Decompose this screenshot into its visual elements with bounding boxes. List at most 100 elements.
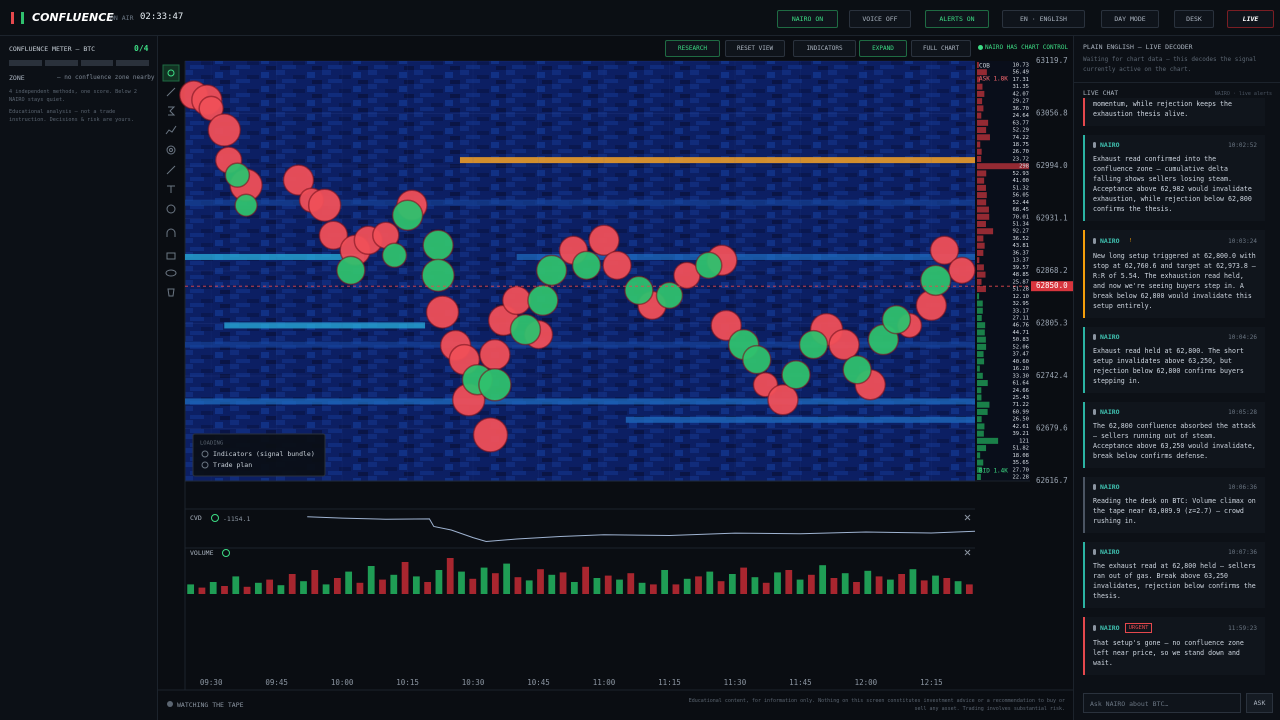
book-bar: [977, 336, 986, 343]
y-tick-label: 62679.6: [1036, 423, 1068, 432]
book-bar: [977, 430, 984, 437]
volume-bar: [254, 582, 262, 594]
book-size: 10.73: [1012, 63, 1029, 69]
book-title: COB: [979, 63, 990, 70]
book-size: 26.70: [1012, 149, 1029, 155]
trade-bubble: [509, 313, 542, 346]
book-bar: [977, 408, 988, 415]
book-bar: [977, 380, 988, 387]
book-size: 13.37: [1012, 258, 1029, 264]
volume-bar: [898, 574, 906, 594]
header-button[interactable]: VOICE OFF: [849, 10, 911, 28]
book-size: 298: [1019, 164, 1029, 170]
volume-bar: [356, 582, 364, 594]
message-text: Reading the desk on BTC: Volume climax o…: [1093, 497, 1256, 525]
header-button[interactable]: DAY MODE: [1101, 10, 1159, 28]
volume-bar: [412, 576, 420, 594]
header-button[interactable]: NAIRO ON: [777, 10, 838, 28]
book-bar: [977, 459, 984, 466]
book-size: 50.83: [1012, 337, 1029, 343]
toolbar-button[interactable]: FULL CHART: [911, 40, 971, 57]
book-size: 48.85: [1012, 272, 1029, 278]
on-air: ON AIR: [110, 14, 134, 22]
toolbar-button[interactable]: INDICATORS: [793, 40, 856, 57]
trade-bubble: [527, 284, 559, 317]
header-button[interactable]: ALERTS ON: [925, 10, 989, 28]
volume-bar: [909, 569, 917, 594]
book-bar: [977, 177, 985, 184]
chat-input[interactable]: Ask NAIRO about BTC…: [1083, 693, 1241, 713]
trade-bubble: [478, 367, 512, 402]
book-size: 42.07: [1012, 91, 1029, 97]
volume-bar: [390, 574, 398, 594]
ask-button[interactable]: ASK: [1246, 693, 1273, 713]
chat-panel: PLAIN ENGLISH — LIVE DECODER Waiting for…: [1073, 36, 1280, 720]
header-button[interactable]: EN · ENGLISH: [1002, 10, 1085, 28]
message-header: NAIRO 10:06:36: [1093, 483, 1257, 491]
toolbar-button[interactable]: RESEARCH: [665, 40, 720, 57]
y-tick-label: 63119.7: [1036, 56, 1068, 65]
message-author: NAIRO: [1100, 624, 1120, 632]
y-tick-label: 62931.1: [1036, 213, 1068, 222]
trade-bubble: [461, 363, 494, 396]
heat-band: [185, 253, 364, 260]
clock: 02:33:47: [140, 12, 184, 22]
message-time: 10:07:36: [1228, 548, 1257, 556]
book-bid-label: BID 1.4K: [979, 468, 1008, 475]
book-bar: [977, 416, 982, 423]
message-author: NAIRO: [1100, 548, 1120, 556]
book-size: 44.71: [1012, 330, 1029, 336]
book-bar: [977, 307, 983, 314]
volume-bar: [785, 570, 793, 594]
trade-bubble: [842, 354, 872, 385]
meter-panel: CONFLUENCE METER — BTC 0/4 ZONE — no con…: [0, 36, 158, 720]
message-text: New long setup triggered at 62,800.0 wit…: [1093, 252, 1256, 310]
message-time: 10:03:24: [1228, 237, 1257, 245]
book-bar: [977, 119, 989, 126]
book-bar: [977, 76, 981, 83]
book-size: 25.43: [1012, 395, 1029, 401]
volume-bar: [424, 582, 432, 594]
volume-bar: [638, 582, 646, 594]
header-button[interactable]: DESK: [1174, 10, 1214, 28]
trade-bubble: [710, 309, 742, 342]
tape-status: WATCHING THE TAPE: [177, 701, 244, 709]
loading-item: Indicators (signal bundle): [213, 450, 315, 458]
chat-subtitle: NAIRO · live alerts: [1214, 91, 1272, 97]
book-size: 22.28: [1012, 475, 1029, 481]
book-bar: [977, 206, 989, 213]
book-bar: [977, 278, 982, 285]
heat-band: [185, 341, 975, 348]
trade-bubble: [381, 242, 408, 269]
message-text: That setup's gone — no confluence zone l…: [1093, 639, 1244, 667]
toolbar-button[interactable]: RESET VIEW: [725, 40, 785, 57]
book-bar: [977, 387, 982, 394]
current-price-tag: [1031, 281, 1073, 292]
volume-bar: [864, 570, 872, 594]
volume-bar: [661, 570, 669, 594]
top-bar: CONFLUENCE ON AIR 02:33:47 NAIRO ON VOICE…: [0, 0, 1280, 36]
trade-bubble: [828, 328, 860, 361]
trade-bubble: [307, 188, 342, 222]
trade-bubble: [472, 417, 509, 453]
book-bar: [977, 192, 987, 199]
toolbar-button[interactable]: EXPAND: [859, 40, 907, 57]
message-badge: !: [1128, 238, 1132, 244]
volume-bar: [886, 579, 894, 594]
y-tick-label: 63056.8: [1036, 109, 1068, 118]
meter-title: CONFLUENCE METER — BTC: [9, 45, 96, 53]
trade-bubble: [318, 220, 349, 251]
trade-bubble: [451, 383, 486, 417]
header-button[interactable]: LIVE: [1227, 10, 1274, 28]
trade-bubble: [558, 235, 589, 266]
book-bar: [977, 112, 982, 119]
book-bar: [977, 293, 980, 300]
zone-text: — no confluence zone nearby: [57, 74, 155, 81]
volume-bar: [480, 567, 488, 594]
meter-bar: [9, 60, 149, 66]
message-header: NAIRO 10:07:36: [1093, 548, 1257, 556]
volume-bar: [762, 582, 770, 594]
book-bar: [977, 358, 985, 365]
status-dot: [167, 701, 173, 707]
volume-bar: [616, 579, 623, 594]
